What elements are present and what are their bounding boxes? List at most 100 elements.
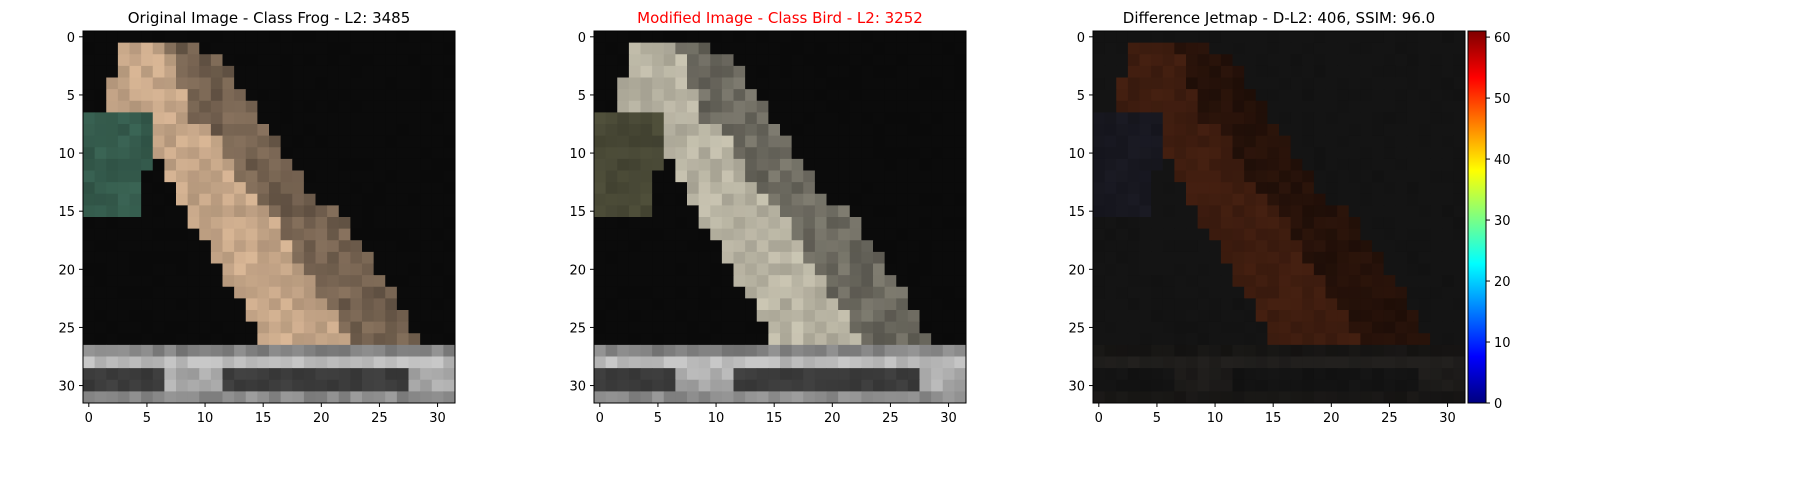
pixel [1290, 240, 1303, 253]
pixel [257, 170, 270, 183]
pixel [1209, 286, 1222, 299]
pixel [733, 170, 746, 183]
pixel [1395, 65, 1408, 78]
pixel [83, 65, 96, 78]
pixel [605, 100, 618, 113]
pixel [234, 135, 247, 148]
pixel [919, 217, 932, 230]
pixel [954, 65, 967, 78]
pixel [1290, 356, 1303, 369]
pixel [106, 158, 119, 171]
pixel [1209, 310, 1222, 323]
pixel [327, 321, 340, 334]
pixel [1348, 333, 1361, 346]
pixel [826, 228, 839, 241]
y-tick-label: 20 [1068, 263, 1085, 278]
pixel [1255, 228, 1268, 241]
pixel [1441, 368, 1454, 381]
pixel [733, 65, 746, 78]
pixel [1441, 100, 1454, 113]
pixel [1104, 286, 1117, 299]
pixel [1174, 391, 1187, 404]
pixel [269, 391, 282, 404]
pixel [1232, 379, 1245, 392]
pixel [826, 310, 839, 323]
pixel [431, 193, 444, 206]
pixel [396, 275, 409, 288]
pixel [1430, 158, 1443, 171]
pixel [443, 217, 456, 230]
pixel [1383, 65, 1396, 78]
pixel [222, 170, 235, 183]
pixel [117, 100, 130, 113]
pixel [1139, 321, 1152, 334]
pixel [803, 89, 816, 102]
pixel [396, 77, 409, 90]
pixel [896, 298, 909, 311]
x-tick-label: 25 [882, 411, 899, 426]
pixel [698, 240, 711, 253]
pixel [873, 344, 886, 357]
pixel [907, 31, 920, 44]
pixel [594, 333, 607, 346]
pixel [292, 135, 305, 148]
pixel [222, 368, 235, 381]
pixel [687, 298, 700, 311]
pixel [210, 228, 223, 241]
pixel [1337, 170, 1350, 183]
pixel [1279, 158, 1292, 171]
pixel [861, 356, 874, 369]
pixel [1255, 275, 1268, 288]
pixel [396, 356, 409, 369]
pixel [303, 135, 316, 148]
pixel [210, 310, 223, 323]
pixel [698, 112, 711, 125]
pixel [733, 217, 746, 230]
pixel [164, 344, 177, 357]
pixel [315, 344, 328, 357]
pixel [1418, 89, 1431, 102]
pixel [1151, 298, 1164, 311]
pixel [1093, 217, 1106, 230]
pixel [1139, 228, 1152, 241]
pixel [1372, 89, 1385, 102]
pixel [117, 228, 130, 241]
pixel [129, 193, 142, 206]
pixel [652, 54, 665, 67]
pixel [292, 263, 305, 276]
pixel [663, 112, 676, 125]
pixel [826, 54, 839, 67]
pixel [675, 379, 688, 392]
pixel [1430, 263, 1443, 276]
pixel [1337, 368, 1350, 381]
pixel [942, 344, 955, 357]
pixel [838, 379, 851, 392]
y-tick-label: 10 [1068, 147, 1085, 162]
pixel [733, 100, 746, 113]
pixel [756, 368, 769, 381]
pixel [605, 147, 618, 160]
pixel [1302, 310, 1315, 323]
pixel [1418, 379, 1431, 392]
pixel [327, 263, 340, 276]
pixel [1348, 321, 1361, 334]
pixel [1290, 54, 1303, 67]
pixel [373, 251, 386, 264]
pixel [431, 42, 444, 55]
pixel [1232, 263, 1245, 276]
pixel [1244, 158, 1257, 171]
pixel [663, 170, 676, 183]
pixel [1197, 89, 1210, 102]
pixel [1232, 158, 1245, 171]
pixel [129, 170, 142, 183]
pixel [780, 344, 793, 357]
pixel [791, 391, 804, 404]
pixel [652, 217, 665, 230]
pixel [292, 170, 305, 183]
pixel [768, 112, 781, 125]
pixel [362, 193, 375, 206]
pixel [1348, 42, 1361, 55]
pixel [199, 321, 212, 334]
pixel [849, 65, 862, 78]
pixel [1372, 100, 1385, 113]
